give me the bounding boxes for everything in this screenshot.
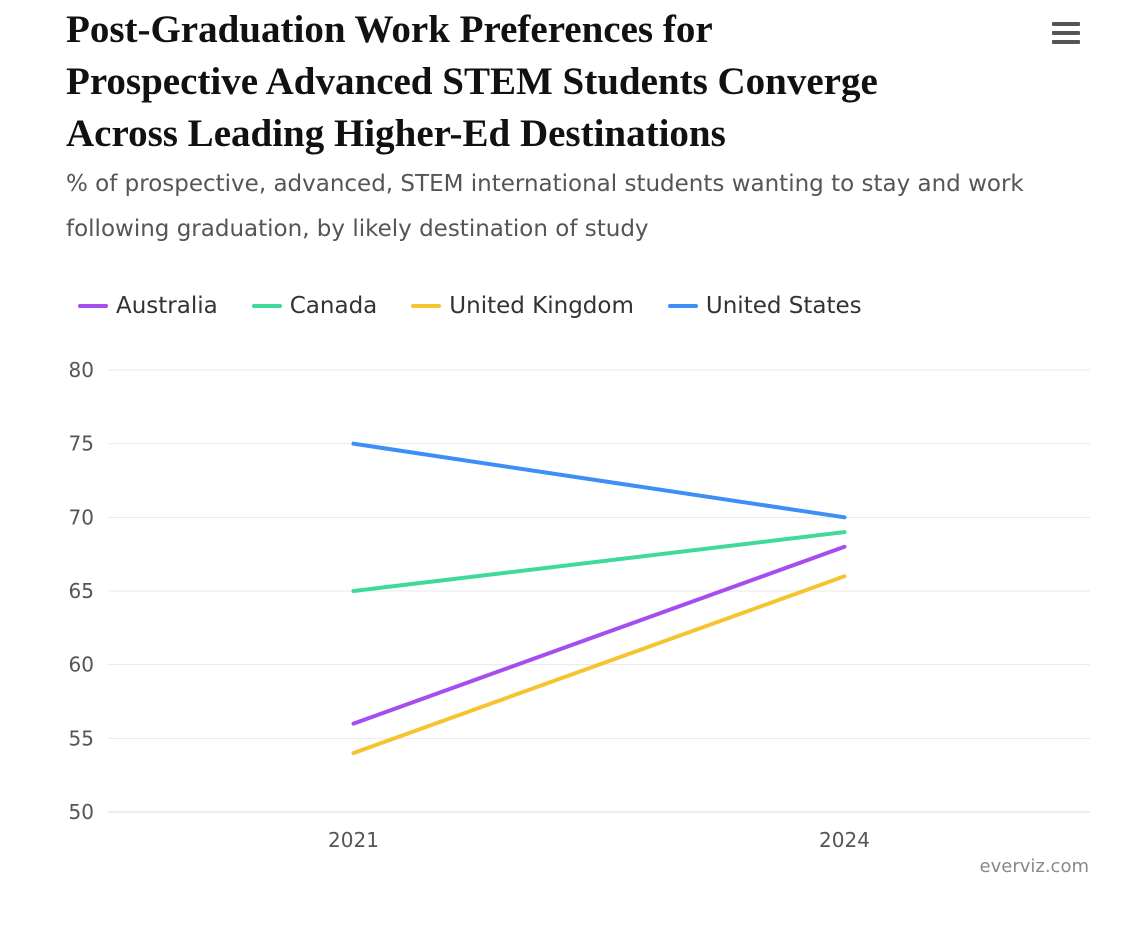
legend-label: United States [705,293,862,319]
x-axis: 2021 2024 [328,828,870,852]
chart-subtitle: % of prospective, advanced, STEM interna… [66,171,1024,242]
series-line-united-states[interactable] [351,441,847,520]
y-tick-label: 55 [69,726,94,750]
series-lines [351,441,847,756]
y-tick-label: 65 [69,579,94,603]
x-tick-label: 2024 [819,828,870,852]
legend-swatch [251,304,282,308]
y-tick-label: 70 [69,505,94,529]
chart-legend: Australia Canada United Kingdom United Stat… [78,286,896,326]
grid-lines [108,369,1090,813]
legend-item-united-states[interactable]: United States [667,293,862,319]
x-tick-label: 2021 [328,828,379,852]
y-axis: 50 55 60 65 70 75 80 [69,358,94,824]
y-tick-label: 60 [69,653,94,677]
series-line-canada[interactable] [351,530,847,593]
series-line-united-kingdom[interactable] [351,574,847,756]
legend-item-canada[interactable]: Canada [251,293,378,319]
chart-title-line: Post-Graduation Work Preferences for [66,8,713,51]
legend-swatch [411,304,442,308]
y-tick-label: 75 [69,432,94,456]
legend-label: Australia [116,293,218,319]
series-line-australia[interactable] [351,544,847,726]
legend-swatch [78,304,108,308]
y-tick-label: 50 [69,800,94,824]
legend-item-united-kingdom[interactable]: United Kingdom [411,293,634,319]
y-tick-label: 80 [69,358,94,382]
legend-label: Canada [289,293,378,319]
chart-title: Post-Graduation Work Preferences for Pro… [66,4,1026,160]
legend-item-australia[interactable]: Australia [78,293,218,319]
credit-link[interactable]: everviz.com [979,856,1089,877]
legend-swatch [667,304,698,308]
legend-label: United Kingdom [449,293,634,319]
hamburger-menu-icon[interactable] [1048,16,1084,50]
chart-title-line: Prospective Advanced STEM Students Conve… [66,60,878,103]
chart-title-line: Across Leading Higher-Ed Destinations [66,112,726,155]
